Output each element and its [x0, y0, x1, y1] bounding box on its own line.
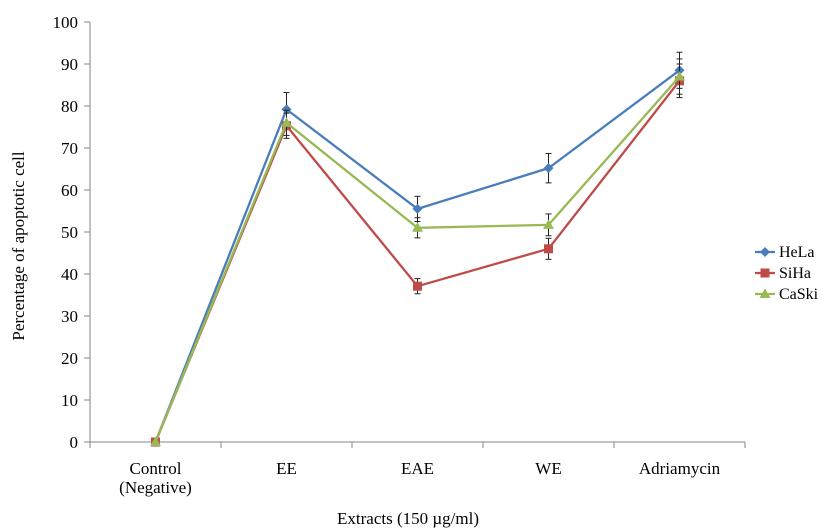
data-point — [543, 219, 554, 229]
x-axis: Control (Negative) EE EAE WE Adriamycin — [89, 441, 746, 497]
y-tick-label: 90 — [61, 55, 78, 74]
data-point — [674, 71, 685, 81]
series-line — [154, 75, 681, 443]
y-tick-label: 80 — [61, 97, 78, 116]
data-point — [281, 104, 292, 115]
data-point — [543, 163, 554, 174]
y-tick-label: 10 — [61, 391, 78, 410]
series-line — [154, 80, 681, 443]
series-caski — [150, 58, 685, 446]
x-axis-title: Extracts (150 µg/ml) — [337, 509, 479, 528]
data-point — [413, 281, 422, 291]
legend-item-hela: HeLa — [755, 244, 815, 261]
series-hela — [150, 51, 685, 447]
y-tick-label: 70 — [61, 139, 78, 158]
y-tick-label: 50 — [61, 223, 78, 242]
legend-marker — [760, 268, 770, 278]
legend-item-caski: CaSki — [755, 286, 819, 303]
y-tick-label: 40 — [61, 265, 78, 284]
legend-marker — [760, 247, 770, 257]
x-tick-label: EE — [276, 459, 297, 478]
x-tick-label: WE — [535, 459, 561, 478]
y-tick-label: 100 — [53, 13, 79, 32]
data-point — [412, 222, 423, 232]
y-axis-title: Percentage of apoptotic cell — [9, 151, 28, 341]
data-point — [150, 436, 161, 446]
legend-marker — [759, 288, 771, 298]
y-tick-label: 30 — [61, 307, 78, 326]
data-point — [544, 244, 553, 254]
data-point — [281, 117, 292, 127]
x-tick-label: Control (Negative) — [119, 459, 192, 497]
data-point — [412, 203, 423, 214]
x-tick-label: EAE — [401, 459, 434, 478]
legend: HeLa SiHa CaSki — [755, 244, 819, 303]
legend-label: SiHa — [779, 265, 811, 282]
series-layer — [150, 51, 685, 447]
y-tick-label: 0 — [70, 433, 79, 452]
y-tick-label: 60 — [61, 181, 78, 200]
legend-label: CaSki — [779, 286, 819, 303]
legend-item-siha: SiHa — [755, 265, 811, 282]
legend-label: HeLa — [779, 244, 815, 261]
x-tick-label: Adriamycin — [639, 459, 721, 478]
series-line — [154, 69, 681, 443]
y-tick-label: 20 — [61, 349, 78, 368]
y-axis: 0 10 20 30 40 50 60 70 80 90 100 — [53, 13, 91, 452]
